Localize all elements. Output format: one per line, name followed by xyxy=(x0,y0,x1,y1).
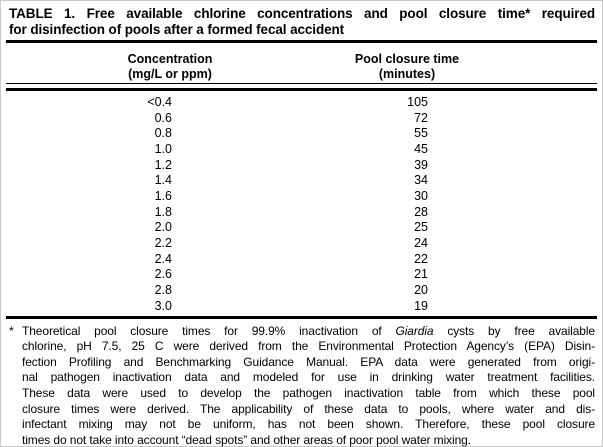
concentration-cell: 1.0 xyxy=(154,141,172,156)
column-header-closure-time: Pool closure time (minutes) xyxy=(292,52,522,81)
table-row: 1.0 45 xyxy=(0,141,603,157)
footnote-line-5: These data were used to develop the path… xyxy=(22,386,595,400)
concentration-cell: 0.8 xyxy=(154,126,172,141)
closure-time-cell: 39 xyxy=(414,157,428,172)
closure-time-cell: 45 xyxy=(414,141,428,156)
footnote-line-2: chlorine, pH 7.5, 25 C were derived from… xyxy=(22,339,595,354)
table-row: 1.8 28 xyxy=(0,204,603,220)
concentration-header-line-2: (mg/L or ppm) xyxy=(128,66,212,81)
header-underline-rule xyxy=(6,83,597,84)
closure-time-header-line-1: Pool closure time xyxy=(354,52,460,66)
concentration-cell: <0.4 xyxy=(147,94,172,109)
closure-time-cell: 19 xyxy=(414,298,428,313)
concentration-cell: 2.0 xyxy=(154,220,172,235)
closure-time-cell: 72 xyxy=(414,110,428,125)
closure-time-cell: 34 xyxy=(414,173,428,188)
closure-time-cell: 24 xyxy=(414,236,428,251)
table-row: 2.8 20 xyxy=(0,282,603,298)
footnote-line-7: infectant mixing may not be uniform, has… xyxy=(22,417,595,432)
table-row: 2.6 21 xyxy=(0,267,603,283)
concentration-cell: 3.0 xyxy=(154,298,172,313)
table-title: TABLE 1. Free available chlorine concent… xyxy=(0,0,603,37)
table-row: 1.4 34 xyxy=(0,172,603,188)
closure-time-cell: 105 xyxy=(407,94,428,109)
giardia-italic-text: Giardia xyxy=(395,323,434,338)
closure-time-cell: 20 xyxy=(414,283,428,298)
footnote-line-3: fection Profiling and Benchmarking Guida… xyxy=(22,354,595,369)
column-header-concentration: Concentration (mg/L or ppm) xyxy=(55,52,285,81)
footnote-line-4: nal pathogen inactivation data and model… xyxy=(22,370,595,385)
footnote-line-8: times do not take into account “dead spo… xyxy=(22,432,471,447)
footnote-line-1-pre: Theoretical pool closure times for 99.9%… xyxy=(22,323,396,338)
table-row: 2.4 22 xyxy=(0,251,603,267)
footnote-line-1: Theoretical pool closure times for 99.9%… xyxy=(22,324,595,340)
closure-time-cell: 55 xyxy=(414,126,428,141)
concentration-cell: 1.4 xyxy=(154,173,172,188)
concentration-cell: 2.2 xyxy=(154,236,172,251)
title-divider-rule xyxy=(6,40,597,43)
table-row: 1.6 30 xyxy=(0,188,603,204)
closure-time-cell: 22 xyxy=(414,251,428,266)
concentration-cell: 2.6 xyxy=(154,267,172,282)
table-bottom-rule xyxy=(6,315,597,319)
header-divider-rule xyxy=(6,88,597,91)
table-body: <0.4 105 0.6 72 0.8 55 1.0 45 1.2 39 xyxy=(0,91,603,316)
concentration-cell: 1.8 xyxy=(154,204,172,219)
closure-time-header-line-2: (minutes) xyxy=(378,66,436,81)
table-row: <0.4 105 xyxy=(0,94,603,110)
table-row: 0.8 55 xyxy=(0,125,603,141)
table-row: 1.2 39 xyxy=(0,157,603,173)
table-header-row: Concentration (mg/L or ppm) Pool closure… xyxy=(0,52,603,81)
concentration-cell: 2.8 xyxy=(154,283,172,298)
concentration-cell: 2.4 xyxy=(154,251,172,266)
closure-time-cell: 28 xyxy=(414,204,428,219)
concentration-cell: 1.6 xyxy=(154,188,172,203)
closure-time-cell: 30 xyxy=(414,188,428,203)
table-row: 0.6 72 xyxy=(0,110,603,126)
footnote-line-1-post: cysts by free available xyxy=(433,323,595,338)
table-title-line-2: for disinfection of pools after a formed… xyxy=(9,21,345,37)
footnote-asterisk: * xyxy=(9,323,14,338)
closure-time-cell: 25 xyxy=(414,220,428,235)
table-row: 2.0 25 xyxy=(0,220,603,236)
table-row: 3.0 19 xyxy=(0,298,603,314)
footnote-line-6: closure times were derived. The applicab… xyxy=(22,401,595,416)
table-title-line-1: TABLE 1. Free available chlorine concent… xyxy=(9,6,595,21)
table-row: 2.2 24 xyxy=(0,235,603,251)
footnote: * Theoretical pool closure times for 99.… xyxy=(9,324,595,447)
concentration-header-line-1: Concentration xyxy=(127,52,213,66)
closure-time-cell: 21 xyxy=(414,267,428,282)
concentration-cell: 1.2 xyxy=(154,157,172,172)
concentration-cell: 0.6 xyxy=(154,110,172,125)
